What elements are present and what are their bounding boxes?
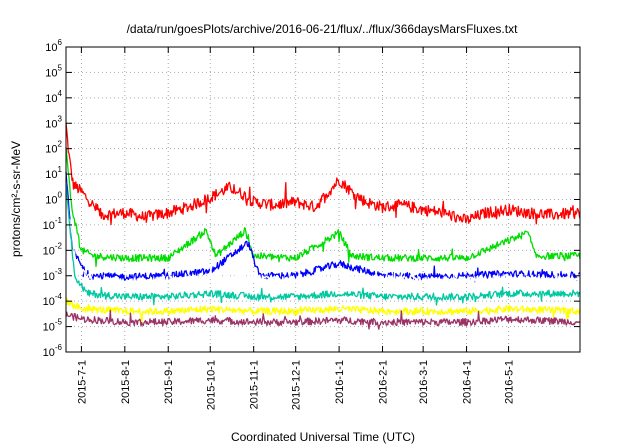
series-line [65,180,581,306]
y-tick-label: 10-4 [43,292,63,308]
y-tick-label: 10-6 [43,343,63,359]
x-tick-label: 2016-3-1 [418,360,430,404]
y-axis-label: protons/cm²-s-sr-MeV [9,141,23,257]
series-line [65,309,581,330]
series-line [65,171,581,283]
x-tick-label: 2015-10-1 [205,360,217,410]
x-axis-label: Coordinated Universal Time (UTC) [231,430,415,444]
y-tick-label: 10-1 [43,216,63,232]
x-axis: 2015-7-1 2015-8-1 2015-9-1 2015-10-1 2015-11… [76,47,516,410]
y-tick-label: 10-3 [43,267,63,283]
series-line [65,197,580,289]
chart-title: /data/run/goesPlots/archive/2016-06-21/f… [127,22,519,36]
y-tick-label: 105 [45,63,62,79]
series-line [65,122,581,226]
y-tick-label: 10-2 [43,241,63,257]
x-tick-label: 2016-2-1 [378,360,390,404]
y-tick-label: 106 [45,38,62,54]
x-tick-label: 2015-12-1 [291,360,303,410]
y-tick-label: 103 [45,114,62,130]
x-tick-label: 2016-1-1 [334,360,346,404]
y-tick-label: 10-5 [43,318,63,334]
x-tick-label: 2015-11-1 [249,360,261,409]
series-line [65,297,581,325]
y-tick-label: 100 [45,191,62,207]
y-tick-label: 104 [45,89,62,105]
grid [66,47,580,352]
x-tick-label: 2016-5-1 [504,360,516,404]
series-layer [65,122,581,330]
x-tick-label: 2016-4-1 [462,360,474,404]
series-line [65,147,581,268]
y-axis: 10-6 10-5 10-4 10-3 10-2 10-1 100 101 102 103 104 1… [43,38,580,359]
y-tick-label: 102 [45,140,62,156]
x-tick-label: 2015-9-1 [163,360,175,404]
x-tick-label: 2015-8-1 [120,360,132,404]
y-tick-label: 101 [45,165,62,181]
x-tick-label: 2015-7-1 [76,360,88,404]
